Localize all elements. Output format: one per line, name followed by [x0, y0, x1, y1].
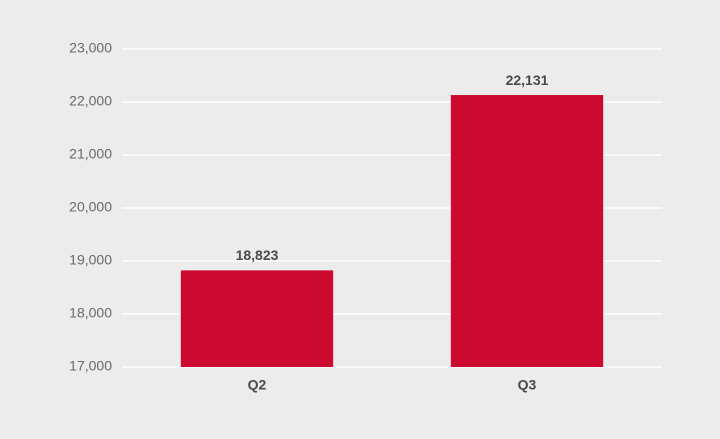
- bar: [450, 95, 604, 367]
- y-tick-label: 18,000: [69, 305, 112, 321]
- bar: [180, 270, 334, 367]
- y-tick-label: 19,000: [69, 252, 112, 268]
- value-label: 22,131: [506, 72, 549, 88]
- x-tick-label: Q3: [518, 377, 537, 393]
- y-tick-label: 23,000: [69, 40, 112, 56]
- y-tick-label: 21,000: [69, 146, 112, 162]
- value-label: 18,823: [236, 247, 279, 263]
- y-tick-label: 22,000: [69, 93, 112, 109]
- x-tick-label: Q2: [248, 377, 267, 393]
- y-tick-label: 20,000: [69, 199, 112, 215]
- y-tick-label: 17,000: [69, 358, 112, 374]
